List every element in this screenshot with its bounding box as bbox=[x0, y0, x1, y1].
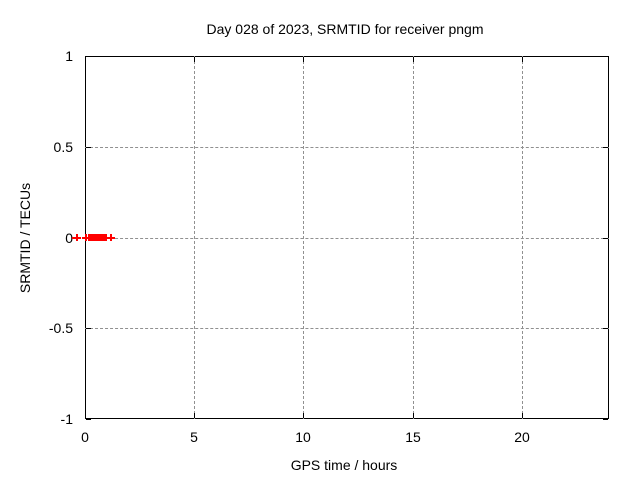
y-tick-label: 1 bbox=[65, 48, 73, 64]
y-tick-right bbox=[603, 147, 608, 148]
y-tick-right bbox=[603, 56, 608, 57]
chart-title: Day 028 of 2023, SRMTID for receiver png… bbox=[206, 21, 484, 37]
x-axis-label: GPS time / hours bbox=[290, 457, 398, 473]
y-tick-right bbox=[603, 238, 608, 239]
y-tick-right bbox=[603, 328, 608, 329]
data-point-marker bbox=[106, 234, 116, 241]
y-tick-right bbox=[603, 419, 608, 420]
y-tick-left bbox=[86, 419, 91, 420]
x-tick-top bbox=[194, 57, 195, 62]
x-tick-top bbox=[413, 57, 414, 62]
x-tick-label: 20 bbox=[514, 429, 530, 445]
x-tick-label: 5 bbox=[190, 429, 198, 445]
x-tick-top bbox=[85, 57, 86, 62]
grid-line-horizontal bbox=[85, 328, 609, 330]
x-tick-label: 0 bbox=[81, 429, 89, 445]
x-tick-label: 10 bbox=[295, 429, 311, 445]
y-tick-label: -0.5 bbox=[48, 320, 73, 336]
x-tick-bottom bbox=[413, 413, 414, 418]
y-tick-left bbox=[86, 147, 91, 148]
y-tick-left bbox=[86, 56, 91, 57]
x-tick-top bbox=[303, 57, 304, 62]
grid-line-horizontal bbox=[85, 146, 609, 148]
y-tick-label: 0 bbox=[65, 230, 73, 246]
y-tick-label: 0.5 bbox=[53, 139, 73, 155]
x-tick-bottom bbox=[522, 413, 523, 418]
data-point-marker bbox=[72, 234, 82, 241]
x-tick-label: 15 bbox=[405, 429, 421, 445]
y-tick-label: -1 bbox=[60, 411, 73, 427]
x-tick-bottom bbox=[194, 413, 195, 418]
x-tick-bottom bbox=[85, 413, 86, 418]
x-tick-bottom bbox=[303, 413, 304, 418]
grid-line-horizontal bbox=[85, 237, 609, 239]
data-point-marker bbox=[101, 234, 111, 241]
x-tick-top bbox=[522, 57, 523, 62]
y-tick-left bbox=[86, 328, 91, 329]
